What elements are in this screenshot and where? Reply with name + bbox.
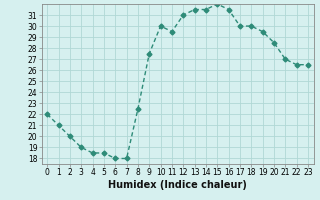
X-axis label: Humidex (Indice chaleur): Humidex (Indice chaleur) bbox=[108, 180, 247, 190]
